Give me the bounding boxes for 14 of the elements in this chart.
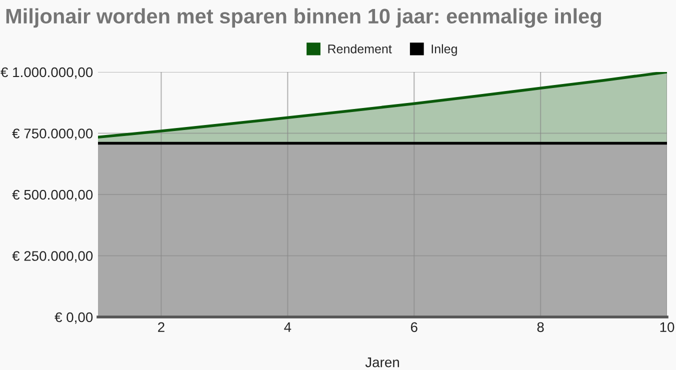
legend-label: Rendement [328,44,392,54]
y-tick-label: € 250.000,00 [12,251,93,263]
y-tick-label: € 0,00 [54,312,93,324]
y-tick-label: € 1.000.000,00 [0,67,93,79]
x-tick-label: 6 [410,322,418,332]
chart-title: Miljonair worden met sparen binnen 10 jaar: eenmalige inleg [6,8,601,28]
x-tick-label: 2 [158,322,164,332]
x-tick-label: 8 [537,322,544,332]
x-tick-label: 10 [660,322,674,332]
legend-label: Inleg [432,44,457,56]
x-tick-label: 4 [284,322,292,332]
y-tick-label: € 750.000,00 [12,128,93,140]
y-tick-label: € 500.000,00 [12,190,93,202]
x-axis-title: Jaren [365,358,399,368]
